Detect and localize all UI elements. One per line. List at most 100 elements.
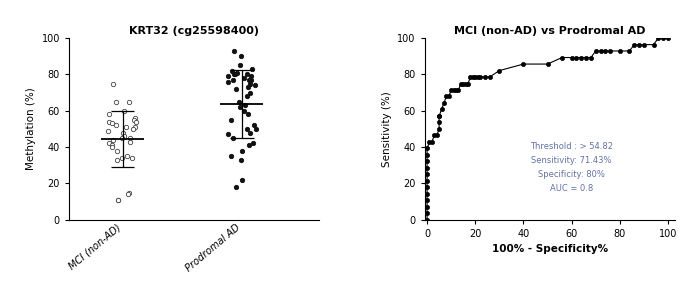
Point [605,49,616,53]
Point [236,148,247,153]
Point [590,49,601,53]
Point [451,88,462,92]
Point [227,69,238,73]
Point [566,55,577,60]
Point [104,119,115,124]
Point [242,94,253,98]
Point [422,178,433,183]
Point [240,103,251,108]
Y-axis label: Methylation (%): Methylation (%) [26,88,36,170]
Point [118,108,129,113]
Point [243,78,254,82]
Point [465,75,476,79]
Point [457,81,469,86]
Point [448,88,459,92]
Point [433,127,444,131]
Point [629,42,640,47]
Point [107,121,118,126]
Point [247,67,258,71]
Point [111,157,122,162]
Point [639,42,650,47]
Point [244,81,255,86]
Point [245,130,256,135]
Point [239,108,250,113]
Point [462,81,473,86]
Point [472,75,483,79]
Point [581,55,592,60]
Point [124,190,135,195]
Point [127,127,138,131]
Title: MCI (non-AD) vs Prodromal AD: MCI (non-AD) vs Prodromal AD [454,26,646,36]
Point [234,105,245,110]
Point [112,197,123,202]
Point [467,75,478,79]
Point [433,114,444,118]
Point [595,49,606,53]
Point [436,107,447,112]
Point [422,166,433,170]
Point [107,137,119,142]
Point [422,205,433,209]
Point [429,133,440,138]
Point [422,211,433,216]
Point [422,172,433,177]
Point [225,117,236,122]
Point [484,75,495,79]
Point [103,128,114,133]
Point [129,116,140,120]
Point [475,75,486,79]
Point [129,117,140,122]
Point [648,42,659,47]
Y-axis label: Sensitivity (%): Sensitivity (%) [382,91,392,167]
Point [245,74,256,79]
Point [431,133,442,138]
Point [245,78,256,82]
Point [111,123,122,128]
Point [228,72,239,77]
Point [586,55,597,60]
Point [227,78,238,82]
Point [237,178,248,182]
Point [223,74,234,79]
Point [116,156,127,160]
Point [242,72,253,77]
Point [112,197,123,202]
Point [422,191,433,196]
Point [227,136,238,140]
Point [234,63,245,68]
Point [120,125,131,130]
Point [122,154,133,159]
Point [241,127,252,131]
Point [615,49,626,53]
Point [125,136,136,140]
Point [455,81,466,86]
Point [480,75,491,79]
Point [130,119,141,124]
Point [106,145,117,149]
Point [226,154,237,159]
Point [244,90,255,95]
Point [542,62,553,67]
Point [110,99,121,104]
Point [242,85,253,89]
Point [243,143,254,148]
Point [624,49,635,53]
Point [116,136,127,140]
Point [247,141,258,146]
Point [426,139,438,144]
Point [126,156,137,160]
Point [238,76,249,80]
Point [230,72,241,77]
Point [494,68,505,73]
Point [518,62,529,67]
Point [422,217,433,222]
Point [130,125,141,130]
Point [124,99,135,104]
Point [433,114,444,118]
Point [453,88,464,92]
Point [446,88,457,92]
Point [658,36,669,40]
Point [112,148,123,153]
Point [250,127,261,131]
Point [223,132,234,137]
